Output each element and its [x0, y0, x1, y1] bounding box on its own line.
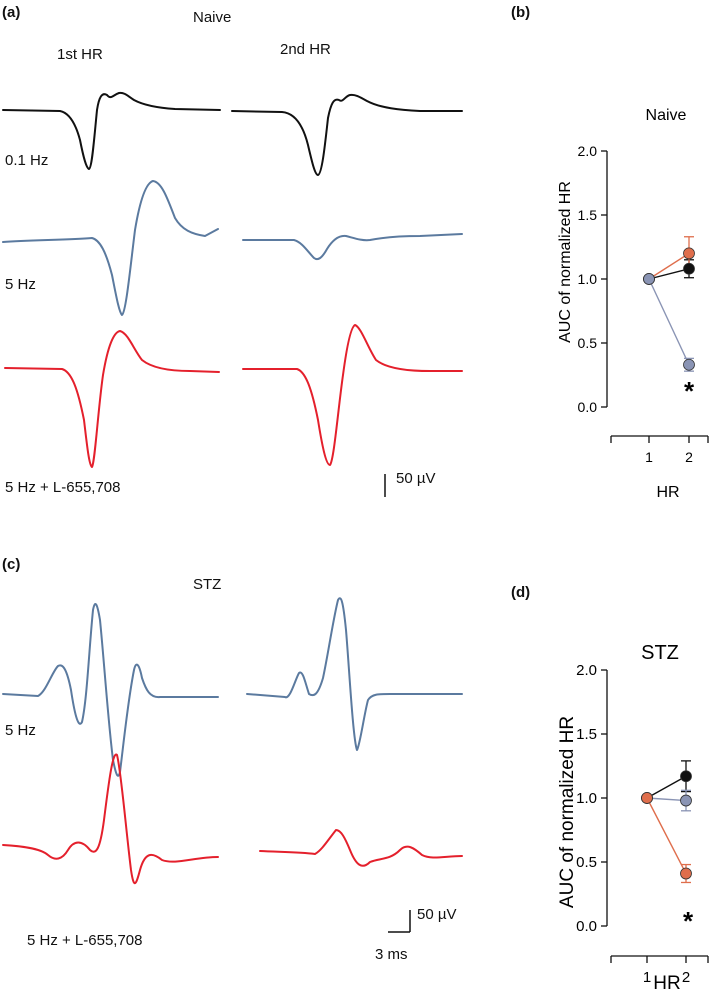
chart-b-series-2-line — [648, 278, 690, 366]
trace-a-5hz-2nd — [242, 233, 463, 261]
chart-d-series-2-point-0 — [641, 792, 653, 804]
chart-b-xtick-label-0: 1 — [645, 449, 653, 465]
chart-d-series-2-point-1 — [680, 867, 692, 880]
chart-b-annotation: * — [684, 376, 695, 406]
chart-b-ylabel: AUC of normalized HR — [557, 181, 574, 343]
panel-c-scalebar-t-label: 3 ms — [375, 946, 408, 963]
chart-d-series-1-point-1 — [680, 794, 692, 807]
panel-a-scalebar-label: 50 µV — [396, 470, 436, 487]
chart-d-series-2-line — [646, 797, 687, 874]
trace-a-l655708-2nd — [242, 324, 463, 466]
chart-b-ytick-label-3: 1.5 — [578, 207, 598, 223]
chart-d-annotation: * — [683, 906, 694, 936]
panel-b-label: (b) — [511, 4, 531, 21]
chart-b-ytick-label-2: 1.0 — [578, 271, 598, 287]
panel-a-trace-label-3: 5 Hz + L-655,708 — [5, 479, 121, 496]
chart-d-title: STZ — [641, 642, 679, 664]
chart-d-ytick-label-0: 0.0 — [576, 918, 597, 935]
trace-a-l655708-1st — [4, 330, 220, 468]
panel-a-label: (a) — [2, 4, 21, 21]
trace-a-0p1hz-1st — [2, 91, 221, 170]
chart-d-xlabel: HR — [653, 973, 680, 994]
chart-b-ytick-label-4: 2.0 — [578, 143, 598, 159]
chart-b-series-0-point-1 — [683, 262, 695, 275]
chart-b-ytick-label-1: 0.5 — [578, 335, 598, 351]
chart-b-series-2-point-1 — [683, 358, 695, 371]
chart-b-xtick-label-1: 2 — [685, 449, 693, 465]
panel-a-trace-label-1: 0.1 Hz — [5, 152, 49, 169]
chart-b-ytick-label-0: 0.0 — [578, 399, 598, 415]
panel-c-group-title: STZ — [193, 576, 222, 593]
trace-c-5hz-2nd — [246, 597, 463, 751]
panel-c-trace-label-1: 5 Hz — [5, 722, 36, 739]
chart-b-series-1-point-1 — [683, 247, 695, 260]
chart-d-series-1-line — [646, 797, 687, 802]
chart-d-xtick-label-1: 2 — [682, 969, 690, 986]
trace-a-0p1hz-2nd — [231, 93, 463, 176]
chart-b-title: Naive — [646, 107, 687, 124]
panel-a-col1-title: 1st HR — [57, 46, 103, 63]
panel-a-col2-title: 2nd HR — [280, 41, 331, 58]
chart-b-series-2-point-0 — [643, 273, 655, 285]
panel-c-scalebar-v-label: 50 µV — [417, 906, 457, 923]
chart-d-ytick-label-2: 1.0 — [576, 790, 597, 807]
chart-d-series-0-point-1 — [680, 770, 692, 783]
panel-c-label: (c) — [2, 556, 21, 573]
trace-c-l655708-1st — [2, 753, 219, 885]
panel-a-trace-label-2: 5 Hz — [5, 276, 36, 293]
chart-b-series-0-line — [648, 268, 690, 280]
chart-d-ylabel: AUC of normalized HR — [557, 716, 578, 908]
chart-d-ytick-label-4: 2.0 — [576, 662, 597, 679]
trace-c-l655708-2nd — [259, 829, 463, 867]
chart-d-ytick-label-3: 1.5 — [576, 726, 597, 743]
chart-d-series-0-line — [646, 775, 687, 799]
chart-b-xlabel: HR — [656, 484, 679, 501]
panel-d-label: (d) — [511, 584, 531, 601]
panel-c-trace-label-2: 5 Hz + L-655,708 — [27, 932, 143, 949]
panel-a-group-title: Naive — [193, 9, 232, 26]
chart-b-series-1-line — [648, 252, 690, 280]
chart-d-ytick-label-1: 0.5 — [576, 854, 597, 871]
trace-c-5hz-1st — [2, 603, 219, 777]
trace-a-5hz-1st — [2, 180, 219, 316]
chart-d-xtick-label-0: 1 — [643, 969, 651, 986]
